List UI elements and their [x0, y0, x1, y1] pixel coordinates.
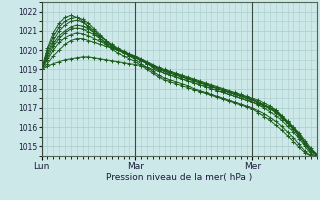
X-axis label: Pression niveau de la mer( hPa ): Pression niveau de la mer( hPa ) [106, 173, 252, 182]
